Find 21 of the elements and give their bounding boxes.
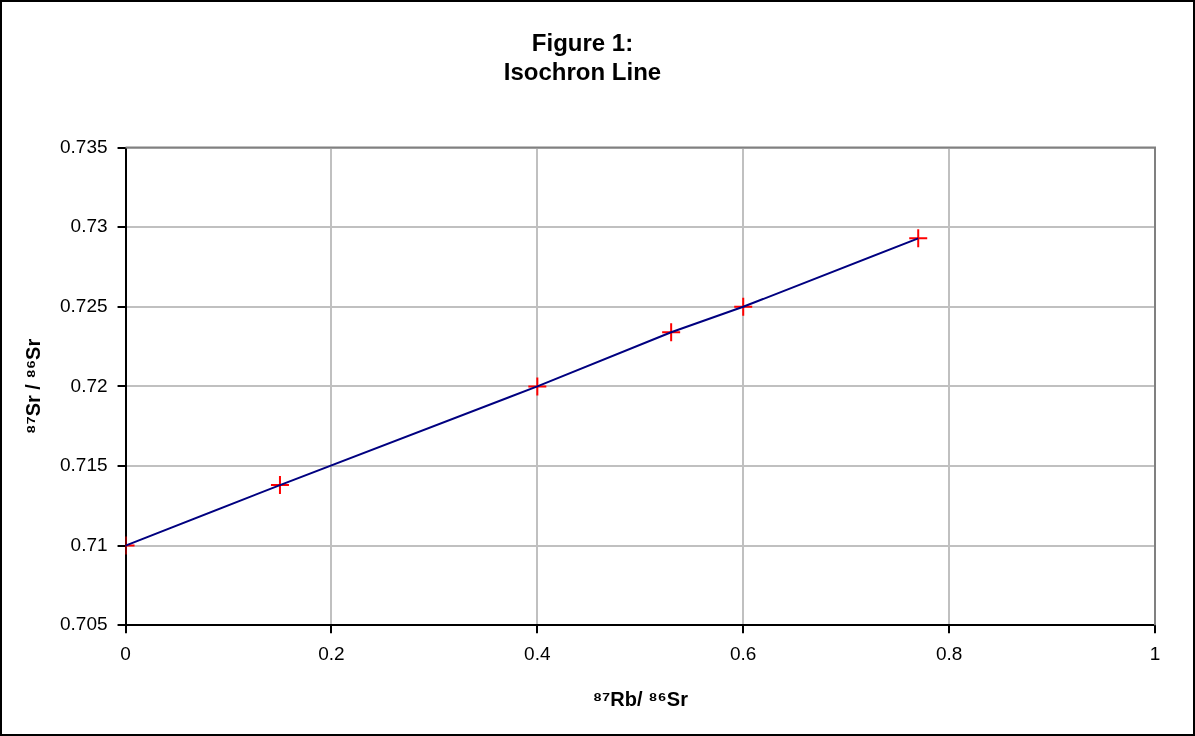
x-tick-label: 0.4 [524,642,551,664]
point [908,228,929,249]
y-axis-title: ⁸⁷Sr / ⁸⁶Sr [21,338,44,435]
point [733,296,754,317]
y-tick-label: 0.725 [60,295,108,317]
point [661,322,682,343]
x-tick-label: 0 [120,642,131,664]
x-tick-label: 0.2 [318,642,345,664]
y-tick-label: 0.705 [60,613,108,635]
x-tick-label: 0.6 [730,642,757,664]
y-tick-label: 0.71 [70,533,108,555]
y-tick-label: 0.735 [60,135,108,157]
point [269,475,290,496]
x-tick-label: 0.8 [935,642,963,664]
y-tick-label: 0.715 [60,454,108,476]
x-tick-label: 1 [1149,642,1161,664]
y-tick-label: 0.72 [70,374,108,396]
point [527,376,548,397]
chart-title: Figure 1: Isochron Line [503,29,662,85]
y-tick-label: 0.73 [70,215,108,237]
x-axis-title: ⁸⁷Rb/ ⁸⁶Sr [592,687,689,710]
